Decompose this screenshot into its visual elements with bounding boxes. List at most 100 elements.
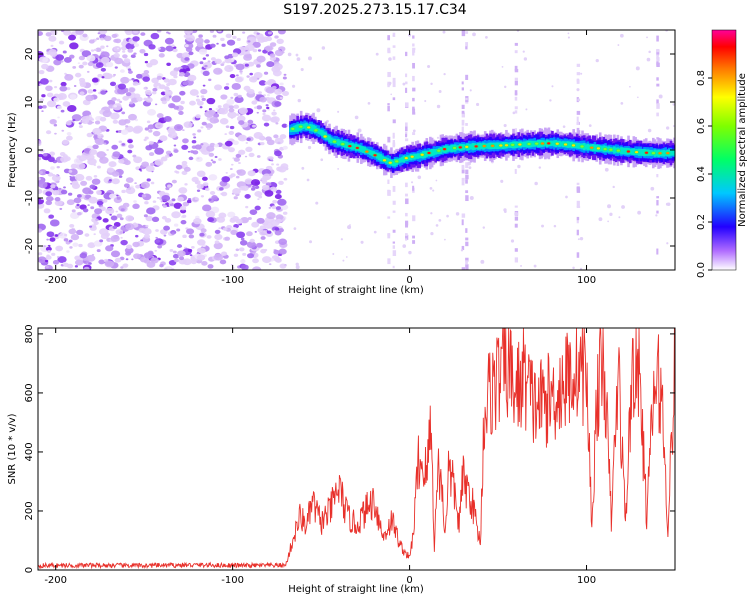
ridge-cell: [368, 150, 372, 155]
ridge-hotspot: [458, 146, 462, 149]
streak-cell: [412, 235, 415, 239]
noise-blob: [231, 82, 241, 90]
noise-blob: [246, 231, 253, 237]
noise-blob: [225, 33, 232, 39]
noise-blob: [76, 203, 80, 207]
noise-blob: [201, 121, 207, 126]
noise-blob: [136, 96, 143, 102]
x-tick-label: 0: [406, 275, 412, 286]
noise-blob: [59, 207, 63, 210]
noise-blob: [39, 78, 49, 85]
noise-blob: [264, 45, 273, 52]
noise-blob: [266, 94, 270, 97]
noise-blob: [184, 57, 190, 61]
noise-blob: [236, 169, 246, 176]
noise-blob: [266, 230, 272, 234]
noise-blob: [238, 161, 241, 165]
noise-blob: [197, 239, 206, 246]
noise-blob: [105, 61, 114, 68]
streak-cell: [465, 241, 469, 247]
snr-series-line: [38, 328, 675, 570]
noise-blob: [96, 37, 100, 40]
streak-cell: [656, 77, 659, 81]
streak-cell: [514, 90, 518, 96]
noise-blob: [181, 170, 188, 176]
noise-blob: [104, 260, 115, 268]
ridge-cell: [296, 124, 299, 132]
noise-blob: [240, 237, 245, 241]
faint-dot: [287, 52, 292, 57]
noise-blob: [159, 135, 168, 142]
faint-dot: [648, 50, 651, 54]
faint-dot: [337, 168, 340, 170]
streak-cell: [392, 200, 396, 205]
noise-blob: [82, 208, 89, 213]
noise-blob: [214, 240, 220, 244]
noise-blob: [46, 231, 55, 238]
noise-blob: [155, 229, 159, 232]
noise-blob: [91, 77, 99, 83]
faint-dot: [580, 72, 583, 75]
noise-blob: [226, 39, 236, 46]
noise-blob: [45, 255, 52, 260]
faint-dot: [301, 166, 305, 170]
noise-blob: [232, 140, 239, 146]
streak-cell: [576, 72, 581, 76]
noise-blob: [173, 202, 183, 209]
noise-blob: [281, 123, 288, 128]
streak-cell: [576, 116, 579, 122]
noise-blob: [214, 143, 220, 148]
noise-blob: [64, 72, 67, 75]
noise-blob: [154, 147, 164, 155]
ridge-cell: [531, 140, 535, 147]
noise-blob: [256, 105, 263, 110]
streak-cell: [405, 73, 408, 78]
streak-cell: [465, 228, 468, 233]
noise-blob: [183, 166, 191, 172]
ridge-hotspot: [616, 149, 620, 152]
noise-blob: [64, 233, 68, 237]
noise-blob: [247, 61, 255, 67]
noise-blob: [275, 218, 282, 224]
noise-blob: [152, 130, 161, 137]
noise-blob: [66, 87, 71, 91]
noise-blob: [132, 81, 139, 86]
noise-blob: [45, 191, 53, 197]
streak-cell: [392, 185, 396, 192]
faint-dot: [292, 84, 296, 88]
noise-blob: [164, 37, 174, 45]
faint-dot: [309, 240, 313, 244]
noise-blob: [179, 90, 186, 96]
noise-blob: [78, 243, 83, 248]
noise-blob: [67, 104, 77, 112]
streak-cell: [412, 108, 416, 113]
streak-cell: [412, 75, 415, 82]
faint-dot: [646, 57, 651, 62]
x-tick-label: 100: [577, 275, 596, 286]
noise-blob: [275, 122, 279, 125]
noise-blob: [236, 37, 241, 41]
noise-blob: [121, 111, 126, 115]
noise-blob: [62, 101, 71, 107]
noise-blob: [202, 182, 209, 187]
y-tick-label: 0: [24, 567, 35, 573]
faint-dot: [476, 102, 480, 107]
noise-blob: [219, 259, 227, 265]
streak-cell: [412, 87, 416, 92]
ridge-hotspot: [365, 150, 369, 153]
noise-blob: [104, 73, 113, 80]
noise-blob: [150, 32, 160, 40]
ridge-hotspot: [499, 144, 503, 147]
noise-blob: [205, 161, 213, 167]
noise-blob: [46, 100, 57, 108]
noise-blob: [259, 96, 267, 103]
noise-blob: [263, 71, 269, 75]
ridge-cell: [393, 158, 397, 167]
noise-blob: [55, 54, 65, 61]
noise-blob: [74, 265, 78, 268]
noise-blob: [87, 158, 97, 166]
streak-cell: [412, 106, 415, 111]
noise-blob: [145, 97, 153, 103]
noise-blob: [213, 67, 223, 75]
noise-blob: [195, 37, 204, 45]
